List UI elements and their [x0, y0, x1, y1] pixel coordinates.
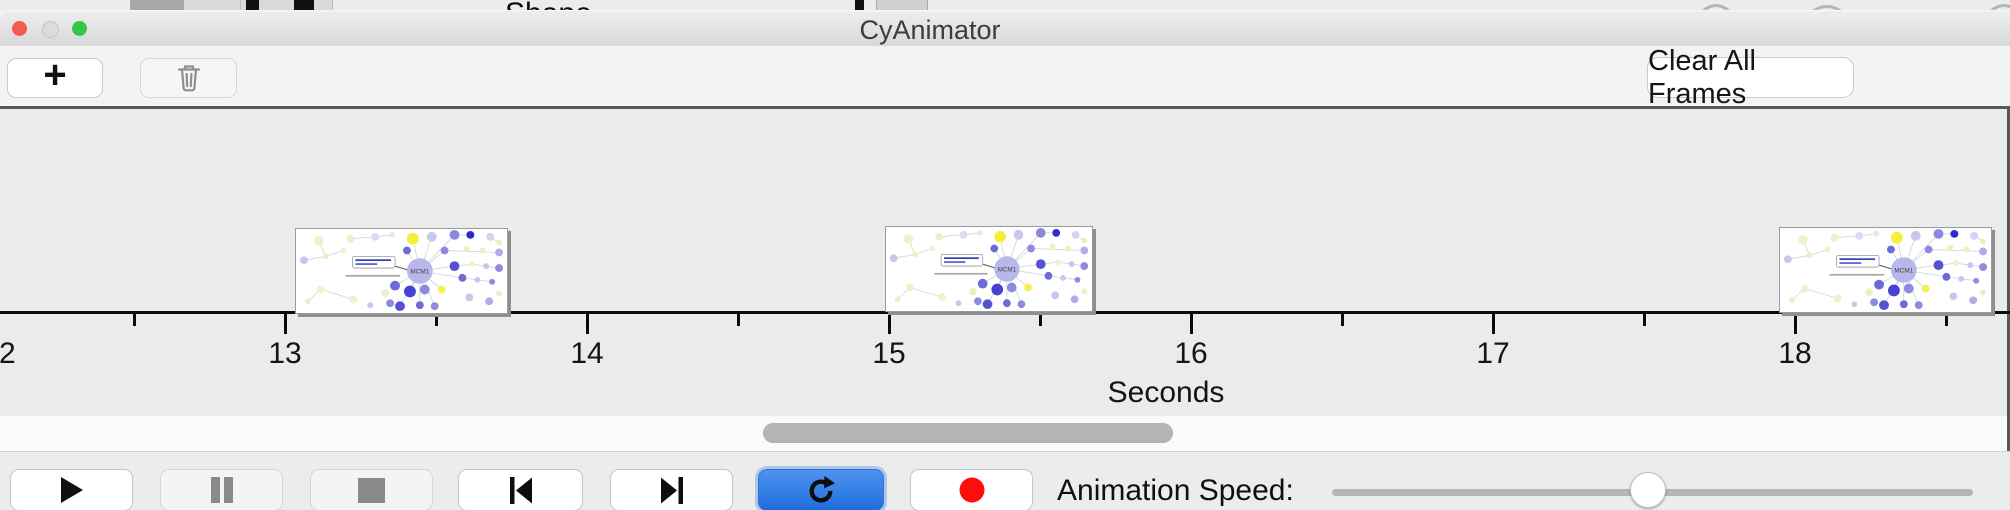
- minor-tick: [1945, 314, 1948, 326]
- tick-label: 12: [0, 337, 16, 370]
- frame-thumbnail[interactable]: MCM1: [295, 228, 508, 314]
- major-tick: [1190, 314, 1193, 334]
- frame-thumbnail[interactable]: MCM1: [1779, 227, 1992, 313]
- skip-to-end-button[interactable]: [610, 469, 733, 510]
- axis-unit-label: Seconds: [1107, 376, 1225, 409]
- add-frame-button[interactable]: +: [7, 53, 103, 98]
- skip-to-start-button[interactable]: [458, 469, 583, 510]
- major-tick: [1492, 314, 1495, 334]
- major-tick: [1794, 314, 1797, 334]
- minor-tick: [1643, 314, 1646, 326]
- animation-speed-label: Animation Speed:: [1057, 474, 1294, 507]
- play-icon: [60, 477, 83, 503]
- plus-icon: +: [43, 52, 67, 97]
- loop-button[interactable]: [758, 469, 884, 510]
- close-button[interactable]: [12, 21, 27, 36]
- major-tick: [586, 314, 589, 334]
- skip-to-end-icon: [660, 476, 683, 504]
- pause-icon: [210, 477, 233, 503]
- horizontal-scrollbar-thumb[interactable]: [763, 423, 1173, 443]
- major-tick: [888, 314, 891, 334]
- background-glyph-fragment: [855, 0, 864, 10]
- background-shape-label: Shape: [505, 0, 592, 10]
- tick-label: 13: [268, 337, 302, 370]
- frame-thumbnail[interactable]: MCM1: [885, 226, 1093, 312]
- delete-frame-button[interactable]: [140, 58, 237, 98]
- minor-tick: [1039, 314, 1042, 326]
- minor-tick: [1341, 314, 1344, 326]
- pause-button[interactable]: [160, 469, 283, 510]
- minor-tick: [737, 314, 740, 326]
- window-body: CyAnimator + Clear All Frame: [0, 10, 2010, 510]
- window-title: CyAnimator: [859, 15, 1001, 45]
- background-button-fragment: [130, 0, 185, 10]
- clear-all-frames-label: Clear All Frames: [1648, 44, 1756, 110]
- record-icon: [959, 477, 984, 503]
- minimize-button[interactable]: [42, 21, 59, 38]
- tick-label: 18: [1778, 337, 1812, 370]
- tick-label: 17: [1476, 337, 1510, 370]
- clear-all-frames-button[interactable]: Clear All Frames: [1647, 45, 1854, 110]
- record-button[interactable]: [910, 469, 1033, 510]
- trash-icon: [177, 65, 200, 92]
- frame-toolbar: + Clear All Frames: [0, 45, 2010, 110]
- animation-speed-slider-knob[interactable]: [1630, 472, 1666, 508]
- thumbnail-node-label: MCM1: [1894, 267, 1913, 274]
- skip-to-start-icon: [509, 476, 532, 504]
- tick-label: 15: [872, 337, 906, 370]
- major-tick: [284, 314, 287, 334]
- background-separator: [240, 0, 241, 10]
- time-axis-line: [0, 311, 2010, 314]
- zoom-button[interactable]: [72, 21, 87, 36]
- background-window-strip: Shape: [0, 0, 2010, 10]
- background-glyph-fragment: [294, 0, 314, 10]
- titlebar[interactable]: CyAnimator: [0, 10, 2010, 47]
- stop-button[interactable]: [310, 469, 433, 510]
- horizontal-scrollbar-track[interactable]: [0, 416, 2007, 454]
- playback-controls: Animation Speed:: [0, 451, 2010, 510]
- minor-tick: [435, 314, 438, 326]
- play-button[interactable]: [10, 469, 133, 510]
- stop-icon: [358, 477, 385, 503]
- thumbnail-node-label: MCM1: [410, 268, 429, 275]
- loop-icon: [809, 476, 835, 503]
- timeline-panel[interactable]: 12 13 14 15 16 17 18 MCM1 MCM1 MCM1 Seconds: [0, 106, 2010, 460]
- tick-label: 14: [570, 337, 604, 370]
- thumbnail-node-label: MCM1: [998, 266, 1017, 273]
- tick-label: 16: [1174, 337, 1208, 370]
- background-glyph-fragment: [246, 0, 259, 10]
- minor-tick: [133, 314, 136, 326]
- background-button-fragment: [876, 0, 928, 10]
